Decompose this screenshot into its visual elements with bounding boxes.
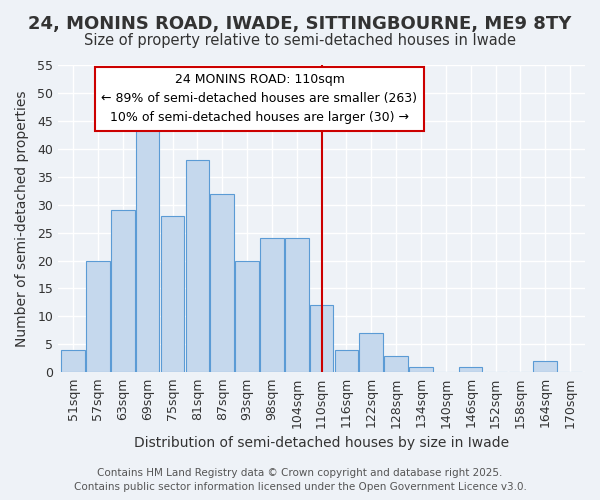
Bar <box>235 260 259 372</box>
Bar <box>211 194 234 372</box>
Bar <box>136 116 160 372</box>
X-axis label: Distribution of semi-detached houses by size in Iwade: Distribution of semi-detached houses by … <box>134 436 509 450</box>
Bar <box>459 366 482 372</box>
Bar <box>409 366 433 372</box>
Bar <box>359 333 383 372</box>
Y-axis label: Number of semi-detached properties: Number of semi-detached properties <box>15 90 29 347</box>
Bar <box>385 356 408 372</box>
Text: 24, MONINS ROAD, IWADE, SITTINGBOURNE, ME9 8TY: 24, MONINS ROAD, IWADE, SITTINGBOURNE, M… <box>28 15 572 33</box>
Bar <box>61 350 85 372</box>
Text: Contains HM Land Registry data © Crown copyright and database right 2025.
Contai: Contains HM Land Registry data © Crown c… <box>74 468 526 492</box>
Bar <box>260 238 284 372</box>
Text: Size of property relative to semi-detached houses in Iwade: Size of property relative to semi-detach… <box>84 32 516 48</box>
Bar <box>310 306 334 372</box>
Bar <box>161 216 184 372</box>
Bar <box>285 238 308 372</box>
Bar <box>533 361 557 372</box>
Bar <box>86 260 110 372</box>
Bar <box>185 160 209 372</box>
Bar <box>335 350 358 372</box>
Text: 24 MONINS ROAD: 110sqm
← 89% of semi-detached houses are smaller (263)
10% of se: 24 MONINS ROAD: 110sqm ← 89% of semi-det… <box>101 74 418 124</box>
Bar <box>111 210 134 372</box>
